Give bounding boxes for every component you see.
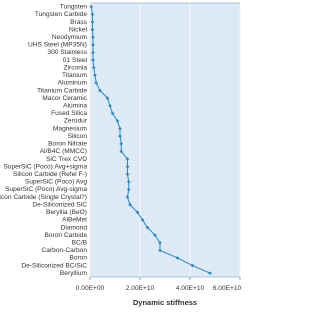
chart: Dynamic stiffness 0.00E+00 2.00E+10 4.00E+… [0,2,242,307]
marker [94,81,99,85]
marker [190,263,195,268]
marker [125,172,130,177]
y-tick-label: Al/B4C (MMCC) [40,148,87,155]
marker [93,73,97,78]
x-axis-title: Dynamic stiffness [133,298,197,307]
y-tick-label: Fused Silica [51,110,87,117]
y-tick-label: De-Siliconized SiC [32,201,87,208]
y-tick-label: SiC Trex CVD [46,156,87,163]
y-tick-label: Tungsten [60,4,88,11]
marker [208,271,212,275]
marker [90,20,95,24]
y-tick-label: 01 Steel [63,57,88,64]
marker [91,65,96,70]
y-tick-label: Zirconia [64,64,88,71]
marker [140,218,145,222]
marker [128,202,132,207]
marker [110,111,115,116]
y-tick-label: Boron Nitrate [48,141,87,148]
marker [119,142,124,146]
marker [119,149,124,154]
y-tick-label: AlBeMet [62,217,87,224]
marker [91,43,95,47]
y-tick-label: SuperSiC (Poco) Avg+sigma [3,163,87,170]
marker [125,164,130,169]
y-tick-label: Silicon Carbide (Refel F-) [13,171,87,178]
marker [158,248,162,253]
y-tick-label: Nickel [69,26,87,33]
y-tick-label: 300 Stainless [47,49,87,56]
marker [118,134,122,138]
y-tick-label: Titanium [62,72,88,79]
y-tick-label: Tungsten Carbide [35,11,88,18]
y-tick-label: Aluminum [58,80,88,87]
marker [126,187,131,192]
y-tick-label: De-Siliconized BC/SiC [21,262,87,269]
marker [158,240,162,245]
y-tick-label: Silicon Carbide (Single Crystal?) [0,194,87,201]
y-tick-label: Boron [69,255,87,262]
y-tick-label: Diamond [61,224,88,231]
y-tick-label: Carbon-Carbon [42,247,88,254]
marker [89,5,94,9]
y-tick-label: Silicon [68,133,88,140]
marker [91,35,95,40]
y-tick-label: BC/B [72,240,88,247]
y-tick-label: Zerodur [64,118,88,125]
y-tick-label: SuperSiC (Poco) Avg-sigma [5,186,87,193]
marker [115,119,120,123]
y-tick-label: UHS Steel (MP35N) [28,42,87,49]
x-tick-label: 4.00E+10 [176,285,205,292]
marker [90,12,95,17]
marker [91,50,95,55]
y-tick-label: Beryllium [60,270,88,277]
plot-area [89,2,241,278]
y-tick-label: SuperSiC (Poco) Avg [25,179,88,186]
marker [98,88,102,93]
x-tick-label: 0.00E+00 [76,285,105,292]
marker [153,233,157,237]
marker [125,157,130,161]
marker [126,180,131,184]
y-tick-label: Alumina [63,103,87,110]
marker [175,256,180,260]
marker [108,103,112,108]
y-tick-label: Titanium Carbide [37,87,87,94]
marker [91,58,95,62]
marker [118,126,122,131]
y-tick-label: Neodymium [52,34,88,41]
marker [105,96,110,100]
marker [145,225,150,230]
y-tick-label: Beryllia (BeO) [46,209,87,216]
marker [125,195,130,199]
y-tick-label: Brass [70,19,88,26]
marker [135,210,140,215]
y-tick-label: Magnesium [53,125,88,132]
marker [90,27,95,32]
x-tick-label: 2.00E+10 [126,285,155,292]
x-tick-label: 6.00E+10 [213,285,242,292]
y-tick-label: Macor Ceramic [42,95,87,102]
y-tick-label: Boron Carbide [44,232,87,239]
